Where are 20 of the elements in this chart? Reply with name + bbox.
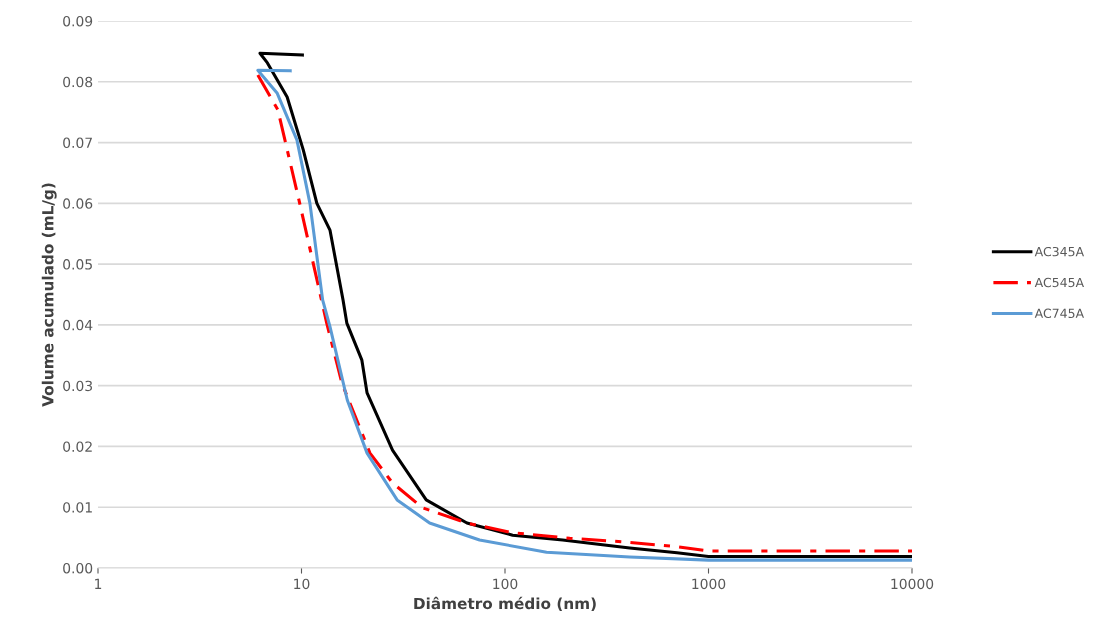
y-tick-label: 0.07 [63,137,92,149]
y-tick-label: 0.09 [63,15,93,27]
x-tick-label: 10000 [891,578,934,590]
y-tick-label: 0.04 [63,319,93,331]
legend-label: AC345A [1034,246,1085,257]
x-tick-label: 1 [95,578,102,589]
legend-label: AC745A [1034,308,1085,319]
x-axis-title: Diâmetro médio (nm) [414,596,596,612]
y-tick-label: 0.02 [63,441,92,452]
x-tick-label: 100 [493,578,518,590]
y-axis-title: Volume acumulado (mL/g) [41,183,57,407]
x-tick-label: 1000 [692,578,726,590]
y-tick-label: 0.00 [63,562,93,574]
y-tick-label: 0.03 [63,380,93,392]
y-tick-label: 0.08 [63,76,93,88]
y-tick-label: 0.05 [63,259,92,270]
y-tick-label: 0.01 [63,502,92,513]
y-tick-label: 0.06 [63,198,93,209]
legend-label: AC545A [1034,277,1085,288]
x-tick-label: 10 [294,578,310,590]
